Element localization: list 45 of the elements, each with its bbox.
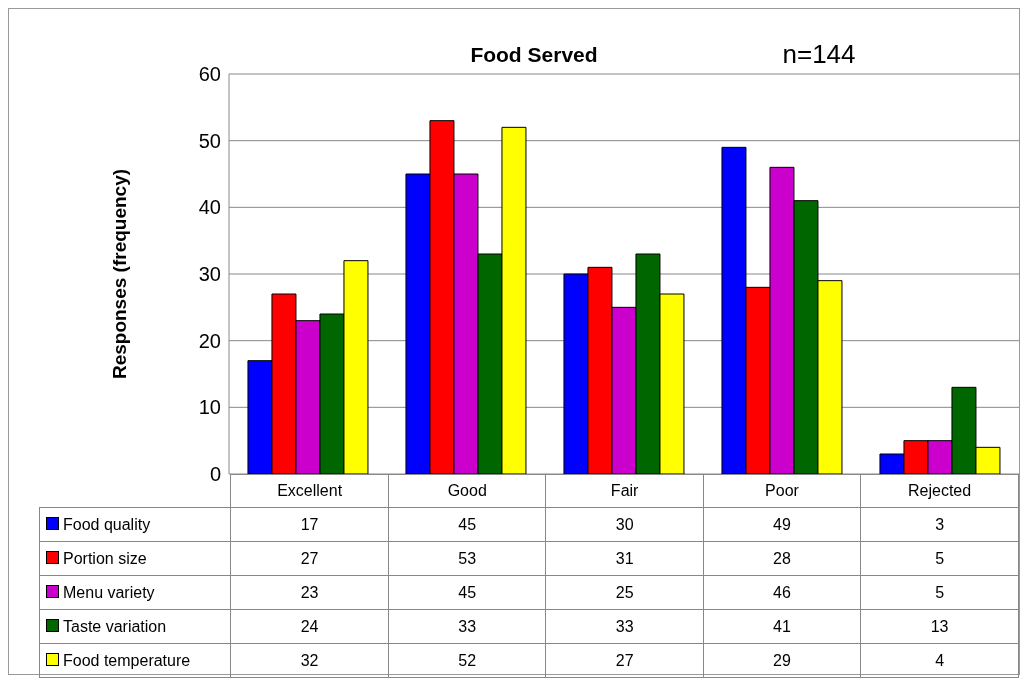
data-label: 33 [388, 609, 546, 644]
x-tick-label: Good [388, 474, 546, 508]
data-label: 31 [545, 541, 704, 576]
x-tick-label: Rejected [860, 474, 1019, 508]
y-tick-label: 20 [198, 329, 221, 352]
data-label: 13 [860, 609, 1019, 644]
data-label: 5 [860, 575, 1019, 610]
data-label: 27 [230, 541, 389, 576]
legend-label: Food temperature [39, 643, 231, 678]
data-label: 23 [230, 575, 389, 610]
data-label: 52 [388, 643, 546, 678]
data-label: 45 [388, 575, 546, 610]
legend-label: Portion size [39, 541, 231, 576]
data-label: 30 [545, 507, 704, 542]
data-label: 45 [388, 507, 546, 542]
data-label: 53 [388, 541, 546, 576]
x-tick-label: Excellent [230, 474, 389, 508]
data-label: 5 [860, 541, 1019, 576]
y-tick-label: 10 [198, 396, 221, 419]
y-tick-label: 0 [209, 463, 221, 486]
y-tick-label: 30 [198, 263, 221, 286]
data-label: 27 [545, 643, 704, 678]
data-label: 41 [703, 609, 861, 644]
data-label: 28 [703, 541, 861, 576]
data-label: 46 [703, 575, 861, 610]
data-label: 24 [230, 609, 389, 644]
data-label: 33 [545, 609, 704, 644]
y-tick-label: 40 [198, 196, 221, 219]
y-tick-label: 60 [198, 63, 221, 86]
chart-title: Food Served [469, 43, 599, 67]
data-label: 49 [703, 507, 861, 542]
legend-label: Menu variety [39, 575, 231, 610]
x-tick-label: Fair [545, 474, 704, 508]
legend-label: Taste variation [39, 609, 231, 644]
legend-label: Food quality [39, 507, 231, 542]
data-label: 25 [545, 575, 704, 610]
y-axis-title: Responses (frequency) [108, 168, 130, 380]
data-label: 17 [230, 507, 389, 542]
x-tick-label: Poor [703, 474, 861, 508]
data-label: 4 [860, 643, 1019, 678]
data-label: 32 [230, 643, 389, 678]
y-tick-label: 50 [198, 129, 221, 152]
text: n=144 [781, 39, 857, 70]
data-label: 3 [860, 507, 1019, 542]
data-label: 29 [703, 643, 861, 678]
